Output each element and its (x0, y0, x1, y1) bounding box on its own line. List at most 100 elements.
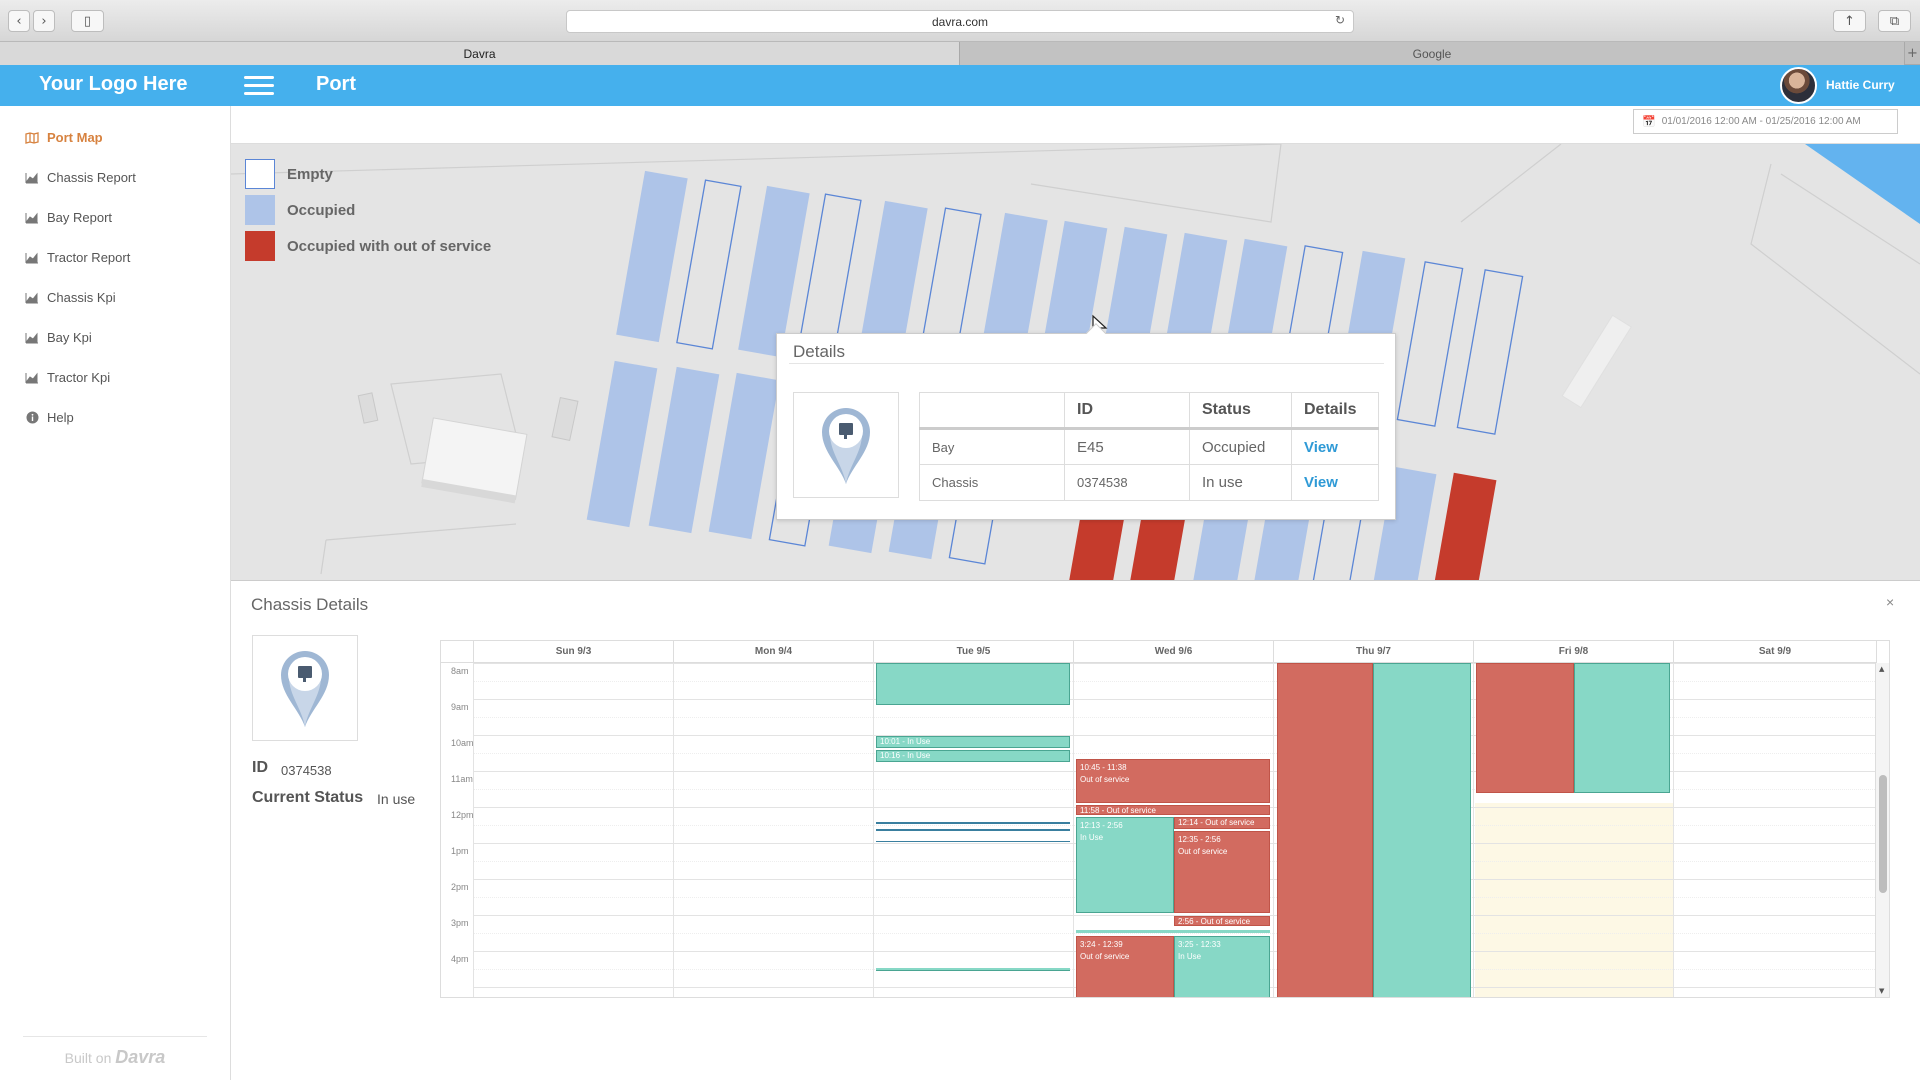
calendar-event[interactable] (876, 822, 1070, 824)
sidebar-item-label: Tractor Kpi (47, 370, 111, 385)
calendar-time-label: 10am (451, 738, 474, 748)
chart-icon (24, 172, 40, 184)
sidebar-item-help[interactable]: Help (24, 410, 74, 425)
tab-google[interactable]: Google (960, 42, 1905, 65)
sidebar-item-chassis-report[interactable]: Chassis Report (24, 170, 136, 185)
new-tab-icon[interactable]: + (1907, 46, 1918, 61)
calendar-time-label: 2pm (451, 882, 469, 892)
calendar-event[interactable]: 10:45 - 11:38 Out of service (1076, 759, 1270, 803)
legend-swatch-out-of-service (245, 231, 275, 261)
back-icon[interactable]: ‹ (8, 10, 30, 32)
calendar-day-column[interactable] (1274, 663, 1474, 997)
tab-strip: Davra Google + (0, 42, 1920, 65)
calendar-event[interactable]: 11:58 - Out of service (1076, 805, 1270, 815)
calendar-day-column[interactable] (474, 663, 674, 997)
calendar-event[interactable]: 3:25 - 12:33 In Use (1174, 936, 1270, 997)
calendar-time-label: 1pm (451, 846, 469, 856)
date-range-picker[interactable]: 📅 01/01/2016 12:00 AM - 01/25/2016 12:00… (1633, 109, 1898, 134)
calendar-day-column[interactable] (874, 663, 1074, 997)
row-id: 0374538 (1064, 464, 1190, 501)
event-status: In Use (1178, 952, 1202, 961)
sidebar-toggle-icon[interactable]: ▯ (71, 10, 104, 32)
sidebar-item-tractor-kpi[interactable]: Tractor Kpi (24, 370, 110, 385)
calendar-event[interactable]: 10:01 - In Use (876, 736, 1070, 748)
view-chassis-link[interactable]: View (1304, 474, 1338, 491)
date-filter-bar: 📅 01/01/2016 12:00 AM - 01/25/2016 12:00… (231, 106, 1920, 144)
sidebar-item-port-map[interactable]: Port Map (24, 130, 103, 145)
event-time: 3:25 - 12:33 (1178, 940, 1221, 949)
calendar-event[interactable] (1476, 663, 1574, 793)
sidebar-item-bay-report[interactable]: Bay Report (24, 210, 112, 225)
calendar-scrollbar[interactable]: ▲ ▼ (1875, 663, 1889, 997)
event-status: Out of service (1080, 952, 1130, 961)
calendar-event[interactable]: 3:24 - 12:39 Out of service (1076, 936, 1174, 997)
sidebar-item-label: Chassis Kpi (47, 290, 116, 305)
view-bay-link[interactable]: View (1304, 438, 1338, 456)
calendar-event[interactable] (1076, 930, 1270, 933)
menu-icon[interactable] (244, 70, 274, 100)
forward-icon[interactable]: › (33, 10, 55, 32)
calendar-event[interactable]: 12:13 - 2:56 In Use (1076, 817, 1174, 913)
calendar-day-header: Tue 9/5 (874, 641, 1074, 663)
today-highlight (1475, 803, 1674, 997)
sidebar: Port Map Chassis Report Bay Report Tract… (0, 106, 231, 1080)
calendar-event[interactable] (876, 841, 1070, 842)
url-bar[interactable]: davra.com ↻ (566, 10, 1354, 33)
calendar-event[interactable]: 12:14 - Out of service (1174, 817, 1270, 829)
calendar-event[interactable] (1574, 663, 1670, 793)
reload-icon[interactable]: ↻ (1334, 13, 1345, 27)
calendar-event[interactable] (1277, 663, 1373, 997)
calendar-time-label: 3pm (451, 918, 469, 928)
user-name[interactable]: Hattie Curry (1826, 78, 1895, 92)
calendar-day-column[interactable] (1674, 663, 1877, 997)
scrollbar-thumb[interactable] (1879, 775, 1887, 893)
url-text: davra.com (931, 14, 989, 29)
calendar-event[interactable] (876, 968, 1070, 971)
legend-item-out-of-service: Occupied with out of service (245, 228, 491, 264)
scroll-up-icon[interactable]: ▲ (1879, 665, 1885, 673)
sidebar-item-label: Bay Kpi (47, 330, 92, 345)
chassis-calendar: Sun 9/3 Mon 9/4 Tue 9/5 Wed 9/6 Thu 9/7 … (440, 640, 1890, 998)
event-time: 12:35 - 2:56 (1178, 835, 1221, 844)
avatar[interactable] (1780, 67, 1817, 104)
table-row: Chassis 0374538 In use View (919, 464, 1379, 501)
legend-label: Occupied (287, 201, 356, 219)
built-on-footer: Built on Davra (23, 1036, 207, 1068)
scroll-down-icon[interactable]: ▼ (1879, 987, 1885, 995)
calendar-event[interactable] (1373, 663, 1471, 997)
details-table: ID Status Details Bay E45 Occupied View … (919, 392, 1379, 501)
share-icon[interactable]: ↑ (1833, 10, 1866, 32)
tab-davra[interactable]: Davra (0, 42, 960, 65)
calendar-day-header: Sun 9/3 (474, 641, 674, 663)
details-title: Details (793, 342, 845, 361)
calendar-day-header: Sat 9/9 (1674, 641, 1877, 663)
calendar-day-column[interactable] (674, 663, 874, 997)
legend-label: Empty (287, 165, 333, 183)
table-header: Details (1291, 392, 1379, 430)
sidebar-item-tractor-report[interactable]: Tractor Report (24, 250, 130, 265)
event-status: In Use (1080, 833, 1104, 842)
chassis-status-value: In use (377, 791, 416, 807)
sidebar-item-chassis-kpi[interactable]: Chassis Kpi (24, 290, 116, 305)
calendar-day-column[interactable] (1074, 663, 1274, 997)
calendar-time-gutter (441, 663, 474, 997)
calendar-event[interactable] (876, 829, 1070, 831)
chassis-id-label: ID (252, 759, 268, 776)
calendar-time-label: 12pm (451, 810, 474, 820)
logo[interactable]: Your Logo Here (39, 73, 188, 95)
close-icon[interactable]: × (1886, 594, 1895, 610)
calendar-corner (441, 641, 474, 663)
date-range-text: 01/01/2016 12:00 AM - 01/25/2016 12:00 A… (1661, 116, 1861, 127)
legend-swatch-empty (245, 159, 275, 189)
calendar-day-header: Thu 9/7 (1274, 641, 1474, 663)
sidebar-item-bay-kpi[interactable]: Bay Kpi (24, 330, 92, 345)
table-row: Bay E45 Occupied View (919, 428, 1379, 465)
tabs-overview-icon[interactable]: ⧉ (1878, 10, 1911, 32)
calendar-day-column[interactable] (1474, 663, 1674, 997)
calendar-event[interactable]: 12:35 - 2:56 Out of service (1174, 831, 1270, 913)
sidebar-item-label: Tractor Report (47, 250, 131, 265)
calendar-event[interactable]: 2:56 - Out of service (1174, 916, 1270, 926)
calendar-event[interactable]: 10:16 - In Use (876, 750, 1070, 762)
legend-item-occupied: Occupied (245, 192, 491, 228)
calendar-event[interactable] (876, 663, 1070, 705)
